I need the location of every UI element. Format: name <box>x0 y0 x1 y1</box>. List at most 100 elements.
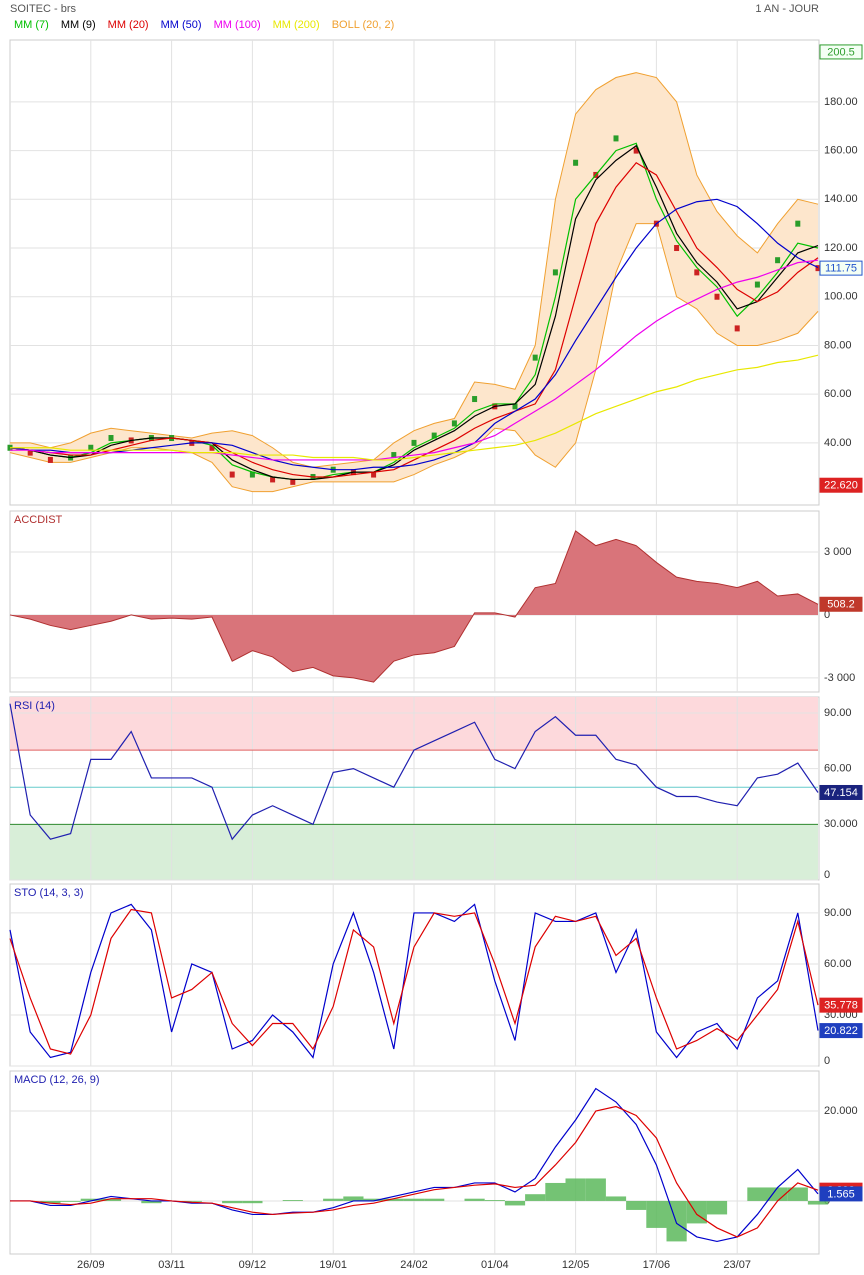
price-candle <box>754 281 760 288</box>
value-box <box>819 997 863 1013</box>
legend-entry: MM (20) <box>108 19 149 31</box>
histogram-bar <box>666 1200 687 1242</box>
histogram-bar <box>464 1198 485 1201</box>
histogram-bar <box>383 1198 404 1201</box>
legend-entry: MM (50) <box>161 19 202 31</box>
x-tick-label: 23/07 <box>723 1259 751 1271</box>
series-line <box>10 259 819 461</box>
y-tick-label: 0 <box>824 869 830 881</box>
series-line <box>9 903 819 1059</box>
value-box <box>819 1186 863 1202</box>
price-candle <box>108 435 114 442</box>
series-line <box>10 354 819 461</box>
value-box <box>819 44 863 60</box>
price-candle <box>734 325 740 332</box>
area-fill <box>10 530 818 683</box>
y-tick-label: 60.00 <box>824 388 852 400</box>
x-tick-label: 17/06 <box>643 1259 671 1271</box>
histogram-bar <box>787 1187 808 1201</box>
y-tick-label: 0 <box>824 1055 830 1067</box>
price-candle <box>613 135 619 142</box>
histogram-bar <box>706 1200 728 1215</box>
price-candle <box>694 269 700 276</box>
legend-entry: MM (100) <box>214 19 261 31</box>
histogram-bar <box>525 1194 546 1201</box>
price-candle <box>411 439 417 446</box>
histogram-bar <box>747 1187 768 1201</box>
price-candle <box>512 403 518 410</box>
histogram-bar <box>323 1198 344 1201</box>
x-tick-label: 01/04 <box>481 1259 509 1271</box>
x-tick-label: 26/09 <box>77 1259 105 1271</box>
price-candle <box>88 444 94 451</box>
histogram-bar <box>484 1200 505 1201</box>
y-tick-label: 20.000 <box>824 1105 858 1117</box>
area-line <box>9 530 819 683</box>
y-tick-label: 80.00 <box>824 339 852 351</box>
price-candle <box>451 420 457 427</box>
series-line <box>10 1087 819 1243</box>
value-box-label: 20.822 <box>824 1025 858 1037</box>
price-candle <box>270 476 276 483</box>
y-tick-label: 40.00 <box>824 437 852 449</box>
price-candle <box>229 471 235 478</box>
histogram-bar <box>646 1200 667 1228</box>
histogram-bar <box>403 1198 425 1201</box>
y-tick-label: 120.00 <box>824 242 858 254</box>
period: 1 AN - JOUR <box>755 3 819 15</box>
value-box <box>819 784 863 800</box>
histogram-bar <box>585 1178 606 1201</box>
x-tick-label: 09/12 <box>239 1259 267 1271</box>
histogram-bar <box>807 1200 829 1205</box>
y-tick-label: 160.00 <box>824 144 858 156</box>
price-candle <box>47 456 53 463</box>
histogram-bar <box>222 1200 243 1204</box>
histogram-bar <box>605 1196 627 1201</box>
value-box-label: 35.778 <box>824 1000 858 1012</box>
value-box <box>819 477 863 493</box>
price-candle <box>714 293 720 300</box>
histogram-bar <box>767 1187 788 1201</box>
price-candle <box>795 220 801 227</box>
y-tick-label: 3 000 <box>824 546 852 558</box>
series-line <box>9 703 819 841</box>
y-tick-label: 140.00 <box>824 193 858 205</box>
price-candle <box>249 471 255 478</box>
histogram-bar <box>60 1200 81 1202</box>
price-candle <box>27 449 33 456</box>
value-box <box>819 596 863 612</box>
histogram-bar <box>242 1200 263 1204</box>
y-tick-label: 90.00 <box>824 707 852 719</box>
histogram-bar <box>141 1200 162 1204</box>
bollinger-band-fill <box>10 72 818 492</box>
histogram-bar <box>282 1200 303 1201</box>
x-tick-label: 03/11 <box>158 1259 185 1271</box>
price-candle <box>573 159 579 166</box>
y-tick-label: 60.00 <box>824 763 852 775</box>
histogram-bar <box>181 1200 202 1202</box>
histogram-bar <box>343 1196 364 1201</box>
price-candle <box>290 478 296 485</box>
y-tick-label: 180.00 <box>824 96 858 108</box>
value-box-label: 1.565 <box>827 1188 855 1200</box>
price-candle <box>633 147 639 154</box>
histogram-bar <box>80 1198 101 1201</box>
series-line <box>9 161 819 478</box>
series-line <box>9 908 819 1055</box>
bollinger-upper <box>10 72 819 468</box>
price-candle <box>472 396 478 403</box>
panel-title: MACD (12, 26, 9) <box>14 1074 100 1086</box>
histogram-bar <box>545 1182 566 1201</box>
value-box-label: 200.5 <box>827 46 855 58</box>
y-tick-label: 60.00 <box>824 958 852 970</box>
price-candle <box>431 432 437 439</box>
price-candle <box>532 354 538 361</box>
series-line <box>9 198 819 471</box>
bollinger-lower <box>9 223 819 493</box>
price-candle <box>815 265 821 272</box>
price-candle <box>391 452 397 459</box>
histogram-bar <box>565 1178 586 1201</box>
legend-entry: MM (9) <box>61 19 96 31</box>
series-line <box>10 1105 819 1238</box>
